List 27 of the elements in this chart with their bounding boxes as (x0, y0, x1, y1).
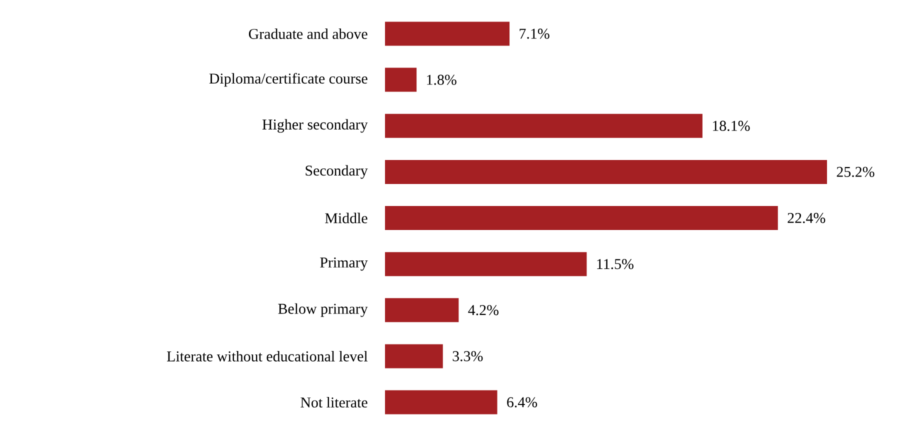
bar (385, 22, 510, 46)
y-tick-label: Middle (325, 212, 368, 224)
data-label: 7.1% (520, 28, 550, 39)
bar (385, 206, 778, 230)
y-tick-label: Primary (320, 258, 368, 271)
data-label: 11.5% (597, 259, 634, 270)
data-label: 22.4% (788, 212, 826, 224)
data-label: 4.2% (468, 305, 498, 316)
y-tick-label: Graduate and above (248, 28, 368, 39)
bar (385, 114, 702, 138)
y-tick-label: Literate without educational level (167, 350, 368, 362)
data-label: 1.8% (427, 74, 456, 85)
y-tick-label: Higher secondary (262, 119, 368, 133)
data-label: 6.4% (507, 397, 538, 408)
bar (385, 298, 459, 322)
data-label: 25.2% (836, 166, 874, 178)
bar (385, 252, 587, 276)
y-tick-label: Not literate (300, 397, 368, 408)
y-tick-label: Diploma/certificate course (209, 72, 368, 87)
data-label: 18.1% (712, 120, 750, 131)
bar (385, 390, 498, 414)
bar (385, 344, 443, 368)
bar (385, 68, 417, 92)
bar (385, 160, 828, 184)
y-tick-label: Below primary (278, 303, 368, 317)
y-tick-label: Secondary (306, 165, 368, 179)
data-label: 3.3% (452, 351, 483, 362)
